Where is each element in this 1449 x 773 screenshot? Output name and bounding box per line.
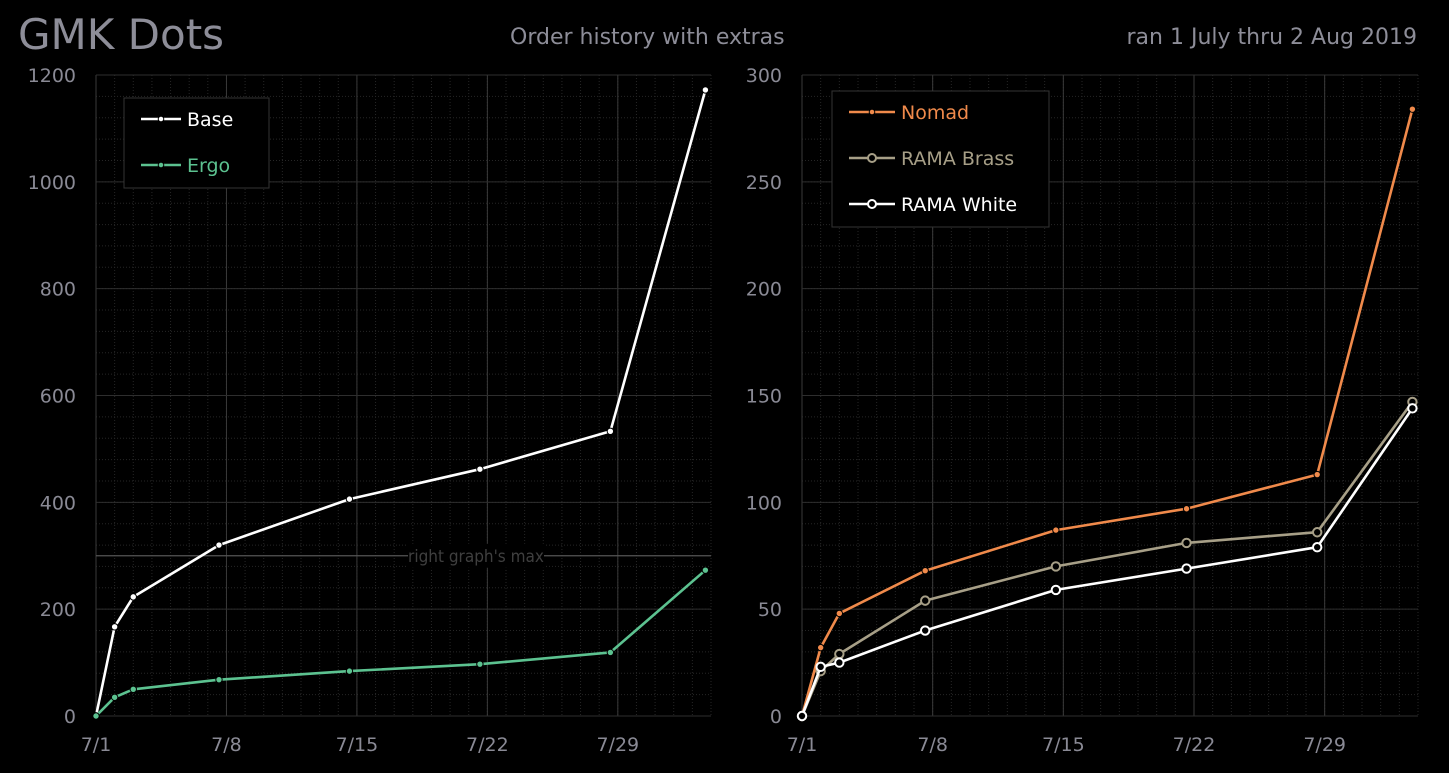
data-point <box>215 675 223 684</box>
series-ergo <box>92 566 710 720</box>
x-tick-label: 7/15 <box>336 734 379 756</box>
data-point <box>215 541 223 549</box>
grid <box>801 74 1419 717</box>
x-tick-label: 7/22 <box>466 734 509 756</box>
series-line <box>800 108 1414 717</box>
data-point <box>920 625 931 636</box>
legend-label: RAMA White <box>901 194 1017 216</box>
data-point <box>1313 470 1321 479</box>
y-tick-label: 50 <box>758 599 782 621</box>
data-point <box>1050 561 1062 572</box>
x-tick-label: 7/1 <box>787 734 818 756</box>
data-point <box>606 427 615 435</box>
grid <box>95 74 712 717</box>
data-point <box>110 623 119 631</box>
y-tick-label: 100 <box>746 492 782 514</box>
data-point <box>920 595 931 606</box>
data-point <box>345 495 354 503</box>
y-tick-label: 1200 <box>28 65 76 87</box>
y-tick-label: 800 <box>40 279 76 301</box>
y-tick-label: 200 <box>746 279 782 301</box>
data-point <box>1408 105 1417 113</box>
data-point <box>921 567 929 575</box>
legend-label: RAMA Brass <box>901 148 1014 170</box>
y-tick-label: 1000 <box>28 172 76 194</box>
data-point <box>1181 537 1192 549</box>
data-point <box>834 657 845 668</box>
data-point <box>1312 527 1323 538</box>
reference-label-bg <box>408 543 544 568</box>
data-point <box>1050 584 1062 596</box>
series-line <box>94 89 707 717</box>
date-range: ran 1 July thru 2 Aug 2019 <box>1126 25 1418 50</box>
data-point <box>796 710 808 722</box>
x-tick-label: 7/8 <box>211 734 242 756</box>
data-point <box>92 712 100 720</box>
x-tick-label: 7/8 <box>917 734 948 756</box>
header: GMK Dots Order history with extras ran 1… <box>0 0 1449 70</box>
data-point <box>129 593 137 601</box>
x-tick-label: 7/22 <box>1173 734 1216 756</box>
y-tick-label: 0 <box>64 706 76 728</box>
data-point <box>1407 403 1418 414</box>
series-line <box>800 407 1414 717</box>
data-point <box>701 566 710 574</box>
chart-1: 0 200 400 600 800 1000 1200 7/1 7/8 7/15 7/22 7/29 r… <box>28 65 712 756</box>
data-point <box>1052 526 1060 534</box>
legend-box <box>123 97 270 189</box>
data-point <box>476 465 484 473</box>
series-rama-white <box>796 403 1418 722</box>
legend-marker <box>157 161 165 169</box>
y-tick-label: 0 <box>770 706 782 728</box>
data-point <box>816 643 825 652</box>
data-point <box>129 685 137 693</box>
page-title: GMK Dots <box>18 10 225 59</box>
data-point <box>834 648 845 660</box>
reference-line-label: right graph's max <box>408 547 544 567</box>
data-point <box>1181 563 1192 574</box>
x-tick-label: 7/15 <box>1042 734 1085 756</box>
data-point <box>835 609 844 618</box>
x-tick-label: 7/1 <box>81 734 112 756</box>
legend-label: Ergo <box>187 155 230 177</box>
data-point <box>701 86 710 94</box>
x-tick-label: 7/29 <box>1303 734 1346 756</box>
x-tick-label: 7/29 <box>596 734 639 756</box>
page-subtitle: Order history with extras <box>510 25 785 50</box>
data-point <box>1182 505 1191 513</box>
legend-marker <box>867 153 877 163</box>
legend-label: Base <box>187 109 233 131</box>
y-tick-label: 250 <box>746 172 782 194</box>
y-tick-label: 300 <box>746 65 782 87</box>
data-point <box>345 667 354 675</box>
y-tick-label: 600 <box>40 386 76 408</box>
data-point <box>606 648 615 657</box>
legend-marker <box>868 108 876 116</box>
legend: Nomad RAMA Brass RAMA White <box>831 90 1050 228</box>
data-point <box>110 693 119 702</box>
y-tick-label: 400 <box>40 492 76 514</box>
legend-marker <box>157 115 165 123</box>
legend-label: Nomad <box>901 102 969 124</box>
y-tick-label: 200 <box>40 599 76 621</box>
chart-2: 0 50 100 150 200 250 300 7/1 7/8 7/15 7/22 7/29 Noma… <box>746 65 1419 756</box>
y-tick-label: 150 <box>746 386 782 408</box>
data-point <box>815 661 826 673</box>
series-line <box>800 401 1414 717</box>
data-point <box>1312 542 1323 553</box>
data-point <box>476 660 484 668</box>
legend-marker <box>867 199 877 209</box>
series-line <box>95 569 707 717</box>
legend: Base Ergo <box>123 97 270 189</box>
